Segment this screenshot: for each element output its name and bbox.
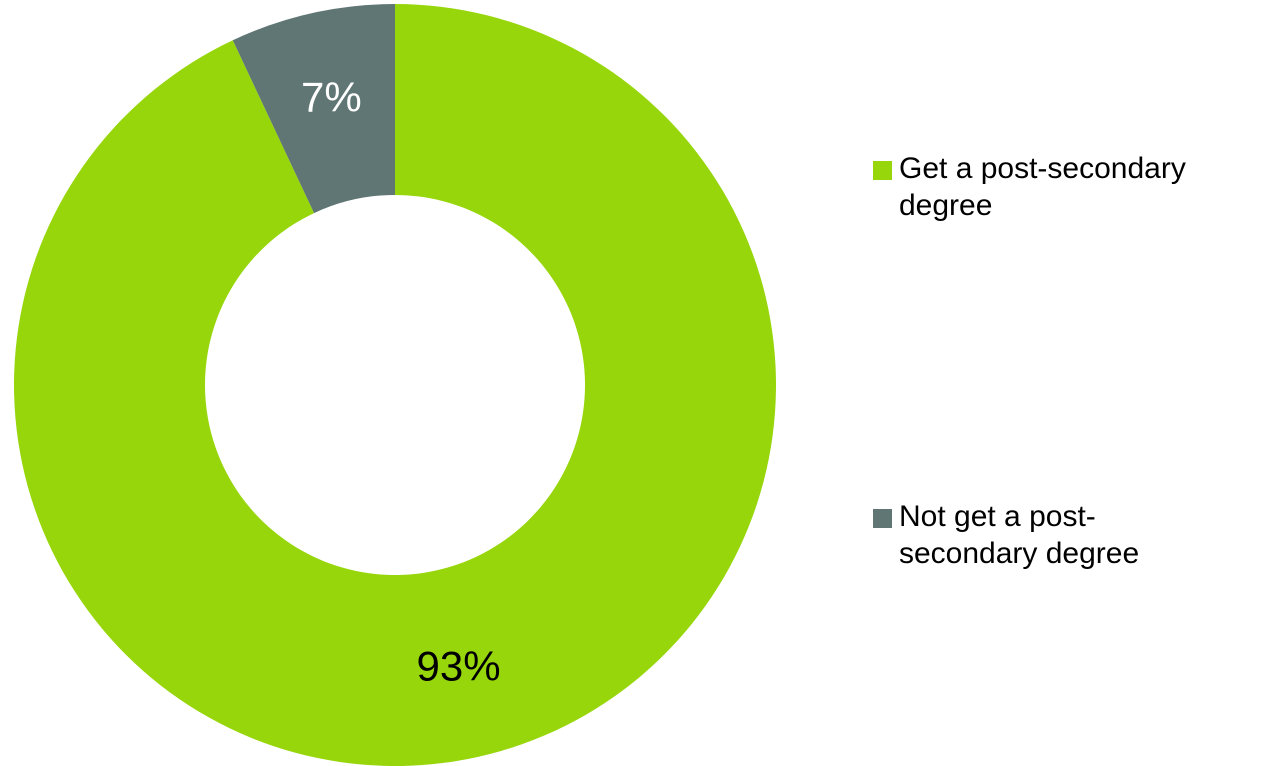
legend-item-get-degree: Get a post-secondary degree — [873, 150, 1229, 224]
donut-slices — [13, 4, 776, 766]
donut-data-label-0: 93% — [417, 643, 501, 690]
legend-swatch-not-get-degree — [873, 509, 892, 528]
donut-slice-1 — [232, 4, 395, 214]
donut-data-labels: 93% 7% — [301, 74, 501, 690]
legend-swatch-get-degree — [873, 161, 892, 180]
legend-label-not-get-degree: Not get a post-secondary degree — [899, 500, 1140, 570]
donut-data-label-1: 7% — [301, 74, 362, 121]
donut-slice-0 — [13, 4, 776, 766]
legend-item-not-get-degree: Not get a post-secondary degree — [873, 498, 1229, 572]
legend-label-get-degree: Get a post-secondary degree — [899, 152, 1186, 222]
